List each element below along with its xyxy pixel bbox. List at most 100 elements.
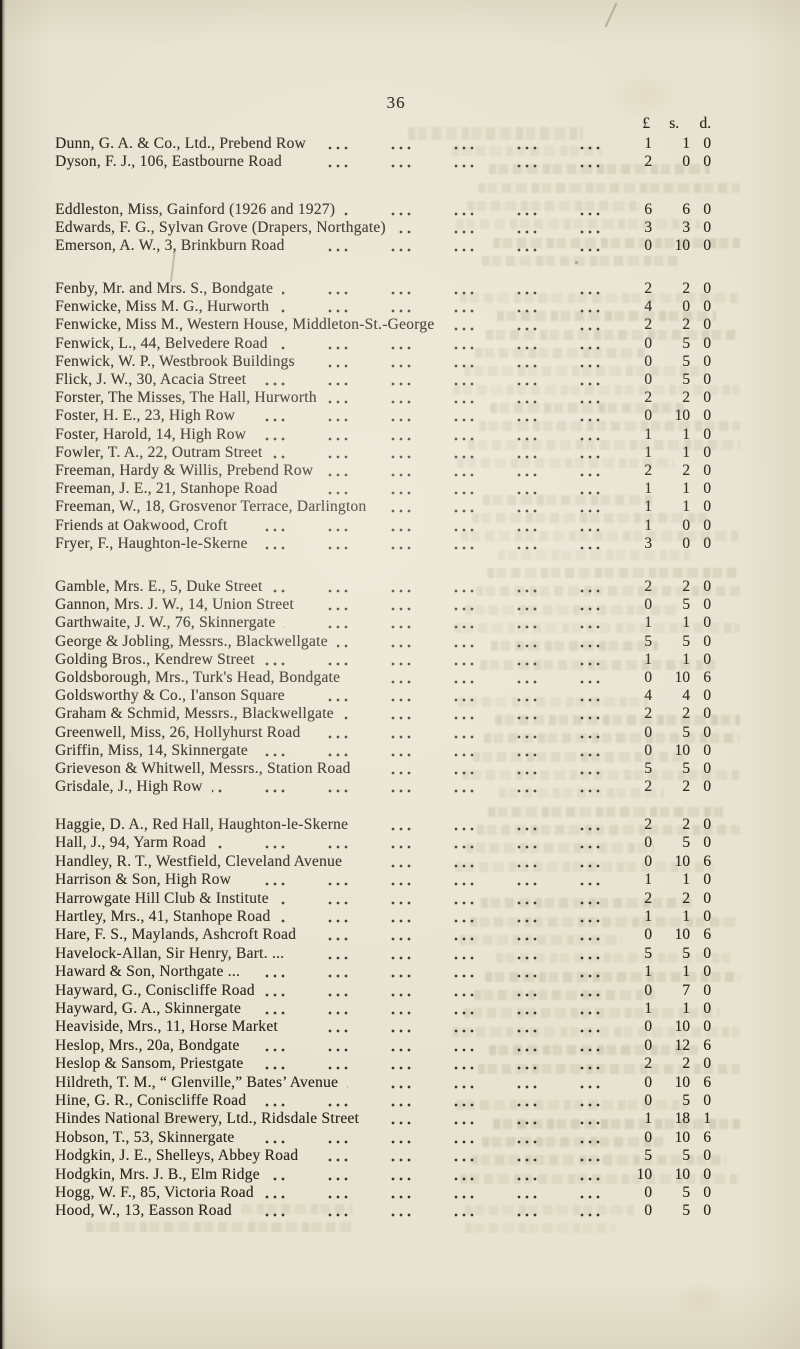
amount-pounds: 2 bbox=[644, 389, 652, 407]
subscriber-name: Haggie, D. A., Red Hall, Haughton-le-Ske… bbox=[55, 816, 358, 834]
amount-shillings: 1 bbox=[682, 498, 690, 516]
subscriber-name: Hine, G. R., Coniscliffe Road bbox=[55, 1092, 256, 1110]
amount-pence: 0 bbox=[703, 596, 711, 614]
amount-shillings: 10 bbox=[674, 237, 691, 255]
amount-pounds: 0 bbox=[644, 1128, 652, 1146]
amount-shillings: 5 bbox=[682, 1092, 690, 1109]
subscriber-name: Grieveson & Whitwell, Messrs., Station R… bbox=[55, 760, 360, 778]
amount-shillings: 1 bbox=[682, 135, 690, 152]
subscription-row: Havelock-Allan, Sir Henry, Bart. ... 5 5 0 bbox=[55, 944, 714, 963]
subscription-row: Harrison & Son, High Row 1 1 0 bbox=[55, 871, 714, 890]
subscriber-name: Hobson, T., 53, Skinnergate bbox=[55, 1128, 244, 1147]
amount-shillings: 5 bbox=[682, 334, 690, 352]
subscriber-name: Greenwell, Miss, 26, Hollyhurst Road bbox=[55, 723, 310, 742]
amount-pounds: 1 bbox=[644, 871, 652, 889]
amount-pence: 0 bbox=[703, 778, 711, 796]
subscriber-name: Edwards, F. G., Sylvan Grove (Drapers, N… bbox=[55, 219, 395, 238]
amount-pounds: 1 bbox=[644, 650, 652, 668]
amount-shillings: 1 bbox=[682, 963, 690, 981]
amount-pence: 0 bbox=[703, 1000, 711, 1017]
amount-pounds: 0 bbox=[644, 1202, 652, 1220]
amount-pence: 0 bbox=[703, 516, 711, 534]
amount-pounds: 0 bbox=[644, 334, 652, 352]
subscriber-name: Hood, W., 13, Easson Road bbox=[55, 1202, 241, 1221]
amount-shillings: 5 bbox=[682, 944, 690, 962]
subscription-row: Hartley, Mrs., 41, Stanhope Road 1 1 0 bbox=[55, 908, 714, 926]
subscription-row: Harrowgate Hill Club & Institute 2 2 0 bbox=[55, 889, 714, 908]
amount-pence: 0 bbox=[703, 741, 711, 759]
amount-shillings: 10 bbox=[674, 1165, 691, 1183]
subscriber-name: Fenby, Mr. and Mrs. S., Bondgate bbox=[55, 280, 282, 298]
page-edge-shadow bbox=[0, 0, 6, 1349]
subscription-row: Gamble, Mrs. E., 5, Duke Street 2 2 0 bbox=[55, 578, 714, 596]
subscription-row: Garthwaite, J. W., 76, Skinnergate 1 1 0 bbox=[55, 614, 714, 633]
amount-pence: 6 bbox=[703, 1128, 711, 1146]
subscriber-name: Friends at Oakwood, Croft bbox=[55, 516, 237, 535]
showthrough-line bbox=[498, 549, 690, 560]
amount-shillings: 5 bbox=[682, 834, 690, 852]
amount-pounds: 1 bbox=[644, 963, 652, 981]
amount-pounds: 5 bbox=[644, 632, 652, 650]
showthrough-line bbox=[488, 806, 724, 817]
subscriber-name: Hodgkin, J. E., Shelleys, Abbey Road bbox=[55, 1147, 308, 1166]
amount-pounds: 1 bbox=[644, 425, 652, 443]
subscription-row: Golding Bros., Kendrew Street 1 1 0 bbox=[55, 650, 714, 669]
amount-pence: 6 bbox=[703, 1036, 711, 1054]
subscription-row: Hayward, G., Coniscliffe Road 0 7 0 bbox=[55, 981, 714, 1000]
subscriber-name: Golding Bros., Kendrew Street bbox=[55, 650, 264, 669]
amount-shillings: 1 bbox=[682, 614, 690, 632]
subscriber-name: Fenwick, L., 44, Belvedere Road bbox=[55, 334, 277, 353]
subscription-row: Dunn, G. A. & Co., Ltd., Prebend Row 1 1 0 bbox=[55, 135, 714, 153]
amount-shillings: 7 bbox=[682, 981, 690, 999]
subscription-row: Foster, H. E., 23, High Row 0 10 0 bbox=[55, 407, 714, 426]
amount-pence: 0 bbox=[703, 298, 711, 316]
subscriber-name: Dyson, F. J., 106, Eastbourne Road bbox=[55, 153, 291, 172]
subscription-row: Hare, F. S., Maylands, Ashcroft Road 0 10 6 bbox=[55, 926, 714, 945]
amount-shillings: 2 bbox=[682, 705, 690, 723]
amount-pence: 0 bbox=[703, 1165, 711, 1183]
subscriber-name: Hayward, G., Coniscliffe Road bbox=[55, 981, 264, 1000]
amount-pence: 0 bbox=[703, 280, 711, 297]
amount-shillings: 5 bbox=[682, 632, 690, 650]
subscription-row: Flick, J. W., 30, Acacia Street 0 5 0 bbox=[55, 371, 714, 389]
subscription-row: Gannon, Mrs. J. W., 14, Union Street 0 5 0 bbox=[55, 596, 714, 615]
subscription-row: Heslop & Sansom, Priestgate 2 2 0 bbox=[55, 1055, 714, 1074]
subscriber-name: Foster, H. E., 23, High Row bbox=[55, 407, 245, 426]
subscription-row: Hobson, T., 53, Skinnergate 0 10 6 bbox=[55, 1128, 714, 1147]
amount-pence: 0 bbox=[703, 316, 711, 334]
amount-shillings: 1 bbox=[682, 650, 690, 668]
subscriber-name: Hodgkin, Mrs. J. B., Elm Ridge bbox=[55, 1165, 269, 1184]
amount-pounds: 1 bbox=[644, 614, 652, 632]
subscription-row: Haggie, D. A., Red Hall, Haughton-le-Ske… bbox=[55, 816, 714, 834]
amount-shillings: 5 bbox=[682, 371, 690, 388]
subscriber-name: Fenwicke, Miss M. G., Hurworth bbox=[55, 298, 279, 317]
subscription-row: Grisdale, J., High Row 2 2 0 bbox=[55, 778, 714, 797]
amount-pence: 6 bbox=[703, 852, 711, 870]
showthrough-line bbox=[479, 421, 740, 432]
amount-shillings: 2 bbox=[682, 389, 690, 407]
subscription-row: Dyson, F. J., 106, Eastbourne Road 2 0 0 bbox=[55, 153, 714, 172]
subscriber-name: Heaviside, Mrs., 11, Horse Market bbox=[55, 1018, 287, 1037]
amount-pence: 0 bbox=[703, 201, 711, 218]
amount-pounds: 0 bbox=[644, 1073, 652, 1091]
subscription-row: Hodgkin, J. E., Shelleys, Abbey Road 5 5 0 bbox=[55, 1147, 714, 1166]
amount-pence: 0 bbox=[703, 534, 711, 552]
amount-shillings: 10 bbox=[674, 407, 691, 425]
subscription-row: Hine, G. R., Coniscliffe Road 0 5 0 bbox=[55, 1092, 714, 1110]
amount-shillings: 2 bbox=[682, 816, 690, 833]
amount-pounds: 1 bbox=[644, 498, 652, 516]
amount-pounds: 2 bbox=[644, 578, 652, 595]
amount-pence: 0 bbox=[703, 480, 711, 498]
subscription-row: Goldsborough, Mrs., Turk's Head, Bondgat… bbox=[55, 669, 714, 687]
pounds-column-header: £ bbox=[642, 115, 650, 132]
amount-pence: 0 bbox=[703, 944, 711, 962]
subscription-row: Heslop, Mrs., 20a, Bondgate 0 12 6 bbox=[55, 1036, 714, 1055]
amount-shillings: 5 bbox=[682, 1147, 690, 1165]
amount-pence: 0 bbox=[703, 407, 711, 425]
subscription-row: Edwards, F. G., Sylvan Grove (Drapers, N… bbox=[55, 219, 714, 238]
subscriber-name: Handley, R. T., Westfield, Cleveland Ave… bbox=[55, 852, 352, 871]
subscriber-name: Emerson, A. W., 3, Brinkburn Road bbox=[55, 237, 294, 256]
subscription-row: Griffin, Miss, 14, Skinnergate 0 10 0 bbox=[55, 741, 714, 760]
amount-pounds: 1 bbox=[644, 516, 652, 534]
page-number: 36 bbox=[386, 93, 406, 112]
